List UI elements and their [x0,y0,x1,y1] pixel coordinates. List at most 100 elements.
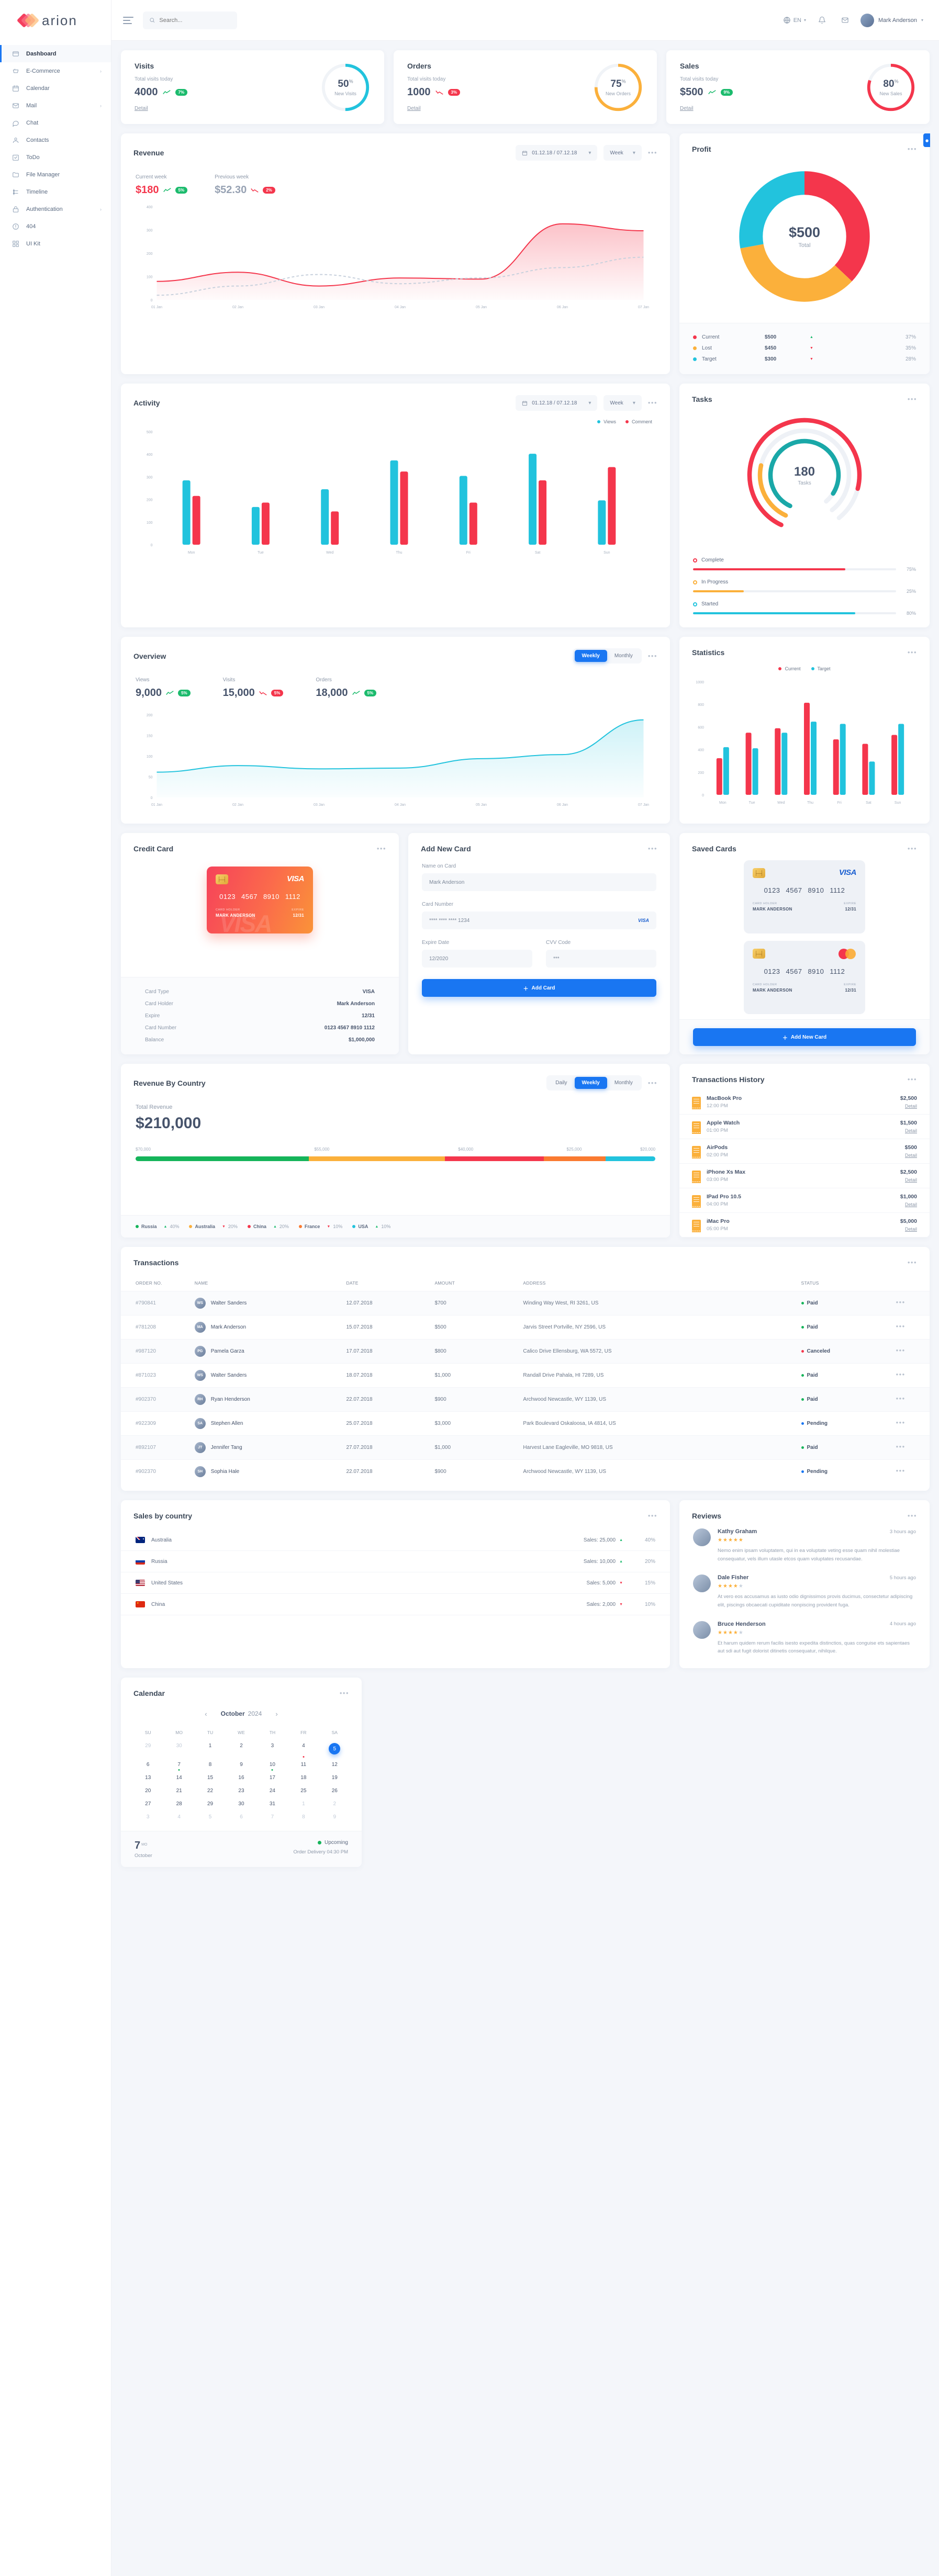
activity-period-select[interactable]: Week ▾ [603,395,642,411]
calendar-day[interactable]: 2 [333,1801,337,1807]
tab-weekly[interactable]: Weekly [574,650,607,662]
sidebar-item-calendar[interactable]: Calendar [0,80,111,97]
transaction-detail-link[interactable]: Detail [904,1104,917,1109]
sidebar-item-timeline[interactable]: Timeline [0,183,111,200]
brand-logo[interactable]: arion [0,0,111,41]
add-card-more-icon[interactable]: ••• [647,845,657,852]
table-row[interactable]: #871023 WS Walter Sanders 18.07.2018 $1,0… [121,1363,930,1388]
calendar-prev-icon[interactable]: ‹ [205,1709,207,1718]
tab-monthly[interactable]: Monthly [614,653,633,659]
transaction-detail-link[interactable]: Detail [904,1153,917,1158]
table-row[interactable]: #902370 RH Ryan Henderson 22.07.2018 $900… [121,1387,930,1412]
sidebar-item-file-manager[interactable]: File Manager [0,166,111,183]
calendar-day[interactable]: 3 [146,1814,150,1820]
calendar-day[interactable]: 9 [240,1762,243,1768]
transactions-history-more-icon[interactable]: ••• [907,1075,917,1083]
calendar-day[interactable]: 16 [238,1775,244,1781]
sidebar-item-e-commerce[interactable]: E-Commerce › [0,62,111,80]
credit-card-more-icon[interactable]: ••• [376,845,386,852]
calendar-day[interactable]: 17 [269,1775,275,1781]
calendar-day[interactable]: 13 [145,1775,151,1781]
tab-daily[interactable]: Daily [555,1080,567,1086]
row-more-icon[interactable]: ••• [891,1435,930,1460]
calendar-day[interactable]: 8 [208,1762,212,1768]
kpi-detail-link[interactable]: Detail [135,106,148,111]
sidebar-item-ui-kit[interactable]: UI Kit [0,235,111,252]
settings-tab-icon[interactable] [923,133,930,147]
calendar-day[interactable]: 31 [269,1801,275,1807]
overview-more-icon[interactable]: ••• [647,651,657,660]
notifications-icon[interactable] [814,13,829,28]
sales-country-more-icon[interactable]: ••• [647,1512,657,1520]
transaction-detail-link[interactable]: Detail [904,1128,917,1133]
table-row[interactable]: #790841 WS Walter Sanders 12.07.2018 $700… [121,1291,930,1315]
menu-toggle-icon[interactable] [123,16,135,24]
calendar-day[interactable]: 30 [238,1801,244,1807]
revenue-country-more-icon[interactable]: ••• [647,1078,657,1087]
user-menu[interactable]: Mark Anderson ▾ [860,13,923,27]
language-selector[interactable]: EN ▾ [783,16,806,24]
calendar-day[interactable]: 18 [300,1775,307,1781]
calendar-day[interactable]: 29 [145,1743,151,1749]
calendar-day[interactable]: 22 [207,1788,214,1794]
calendar-day[interactable]: 27 [145,1801,151,1807]
search-input[interactable] [159,17,231,24]
sidebar-item-chat[interactable]: Chat [0,114,111,131]
sidebar-item-todo[interactable]: ToDo [0,149,111,166]
calendar-day[interactable]: 5 [208,1814,212,1820]
calendar-day[interactable]: 1 [208,1743,212,1749]
calendar-day[interactable]: 14 [176,1775,182,1781]
calendar-day[interactable]: 1 [302,1801,305,1807]
sidebar-item-authentication[interactable]: Authentication › [0,200,111,218]
table-row[interactable]: #781208 MA Mark Anderson 15.07.2018 $500 … [121,1315,930,1340]
calendar-day[interactable]: 7 [271,1814,274,1820]
statistics-more-icon[interactable]: ••• [907,648,917,656]
sidebar-item-mail[interactable]: Mail › [0,97,111,114]
table-row[interactable]: #902370 SH Sophia Hale 22.07.2018 $900 Ar… [121,1459,930,1483]
row-more-icon[interactable]: ••• [891,1339,930,1364]
row-more-icon[interactable]: ••• [891,1411,930,1436]
saved-cards-more-icon[interactable]: ••• [907,845,917,852]
calendar-day[interactable]: 21 [176,1788,182,1794]
calendar-day[interactable]: 3 [271,1743,274,1749]
activity-more-icon[interactable]: ••• [647,399,657,407]
calendar-day[interactable]: 15 [207,1775,214,1781]
calendar-day[interactable]: 12 [331,1762,338,1768]
row-more-icon[interactable]: ••• [891,1363,930,1388]
calendar-day[interactable]: 30 [176,1743,182,1749]
revenue-period-select[interactable]: Week ▾ [603,145,642,161]
kpi-detail-link[interactable]: Detail [680,106,694,111]
calendar-day[interactable]: 7 [163,1758,194,1771]
calendar-day[interactable]: 28 [176,1801,182,1807]
calendar-day[interactable]: 4 [288,1739,319,1758]
sidebar-item-dashboard[interactable]: Dashboard [0,45,111,62]
cvv-code-input[interactable]: *** [546,950,656,968]
search-box[interactable] [143,11,237,29]
row-more-icon[interactable]: ••• [891,1291,930,1315]
messages-icon[interactable] [837,13,852,28]
calendar-day[interactable]: 10 [257,1758,288,1771]
revenue-daterange-select[interactable]: 01.12.18 / 07.12.18 ▾ [516,145,598,161]
name-on-card-input[interactable]: Mark Anderson [422,873,656,891]
card-number-input[interactable]: **** **** **** 1234 VISA [422,912,656,929]
calendar-day[interactable]: 24 [269,1788,275,1794]
transaction-detail-link[interactable]: Detail [904,1227,917,1232]
row-more-icon[interactable]: ••• [891,1459,930,1483]
saved-card[interactable]: VISA 0123 4567 8910 1112 CARD HOLDER MARK AN… [744,860,865,933]
transaction-detail-link[interactable]: Detail [904,1177,917,1183]
calendar-day[interactable]: 23 [238,1788,244,1794]
tab-monthly[interactable]: Monthly [614,1080,633,1086]
saved-card[interactable]: 0123 4567 8910 1112 CARD HOLDER MARK ANDERSO… [744,941,865,1014]
transactions-more-icon[interactable]: ••• [907,1258,917,1266]
kpi-detail-link[interactable]: Detail [407,106,421,111]
sidebar-item-404[interactable]: 404 [0,218,111,235]
sidebar-item-contacts[interactable]: Contacts [0,131,111,149]
calendar-day[interactable]: 19 [331,1775,338,1781]
revenue-more-icon[interactable]: ••• [647,149,657,156]
calendar-next-icon[interactable]: › [275,1709,278,1718]
calendar-day[interactable]: 11 [300,1762,307,1768]
transaction-detail-link[interactable]: Detail [904,1202,917,1207]
expire-date-input[interactable]: 12/2020 [422,950,532,968]
calendar-day[interactable]: 9 [333,1814,337,1820]
activity-daterange-select[interactable]: 01.12.18 / 07.12.18 ▾ [516,395,598,411]
